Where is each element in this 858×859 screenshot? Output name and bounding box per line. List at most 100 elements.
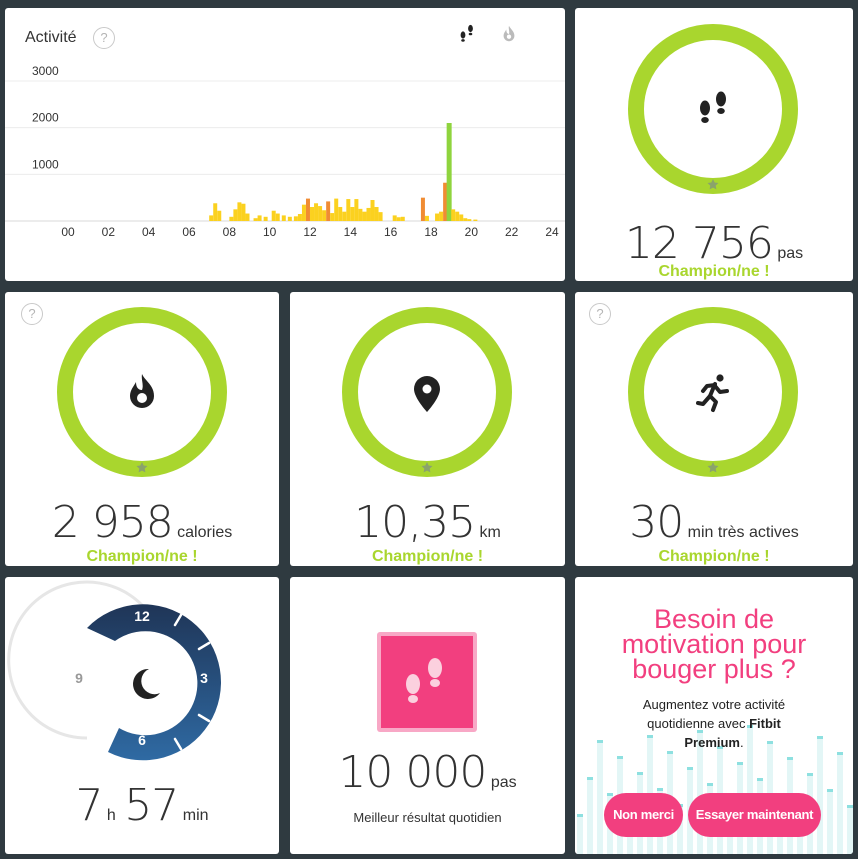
promo-bg-bar-cap bbox=[637, 772, 643, 775]
sleep-minutes-unit: min bbox=[182, 807, 209, 824]
calories-toggle-icon[interactable] bbox=[500, 24, 518, 44]
x-tick-label: 14 bbox=[344, 225, 358, 239]
promo-bg-bar-cap bbox=[597, 740, 603, 743]
activity-bar bbox=[253, 218, 258, 221]
activity-bar bbox=[459, 214, 464, 221]
promo-bg-bar-cap bbox=[657, 788, 663, 791]
sleep-clock: 12 3 6 9 bbox=[7, 580, 222, 761]
promo-bg-bar bbox=[577, 814, 583, 854]
x-tick-label: 00 bbox=[61, 225, 75, 239]
clock-label-3: 3 bbox=[200, 670, 208, 686]
promo-body: Augmentez votre activité quotidienne ave… bbox=[575, 695, 853, 752]
activity-bar bbox=[330, 213, 335, 221]
promo-bg-bar-cap bbox=[577, 814, 583, 817]
promo-bg-bar-cap bbox=[647, 735, 653, 738]
activity-bar bbox=[374, 207, 379, 221]
promo-bg-bar bbox=[817, 736, 823, 854]
steps-toggle-icon[interactable] bbox=[457, 23, 477, 43]
promo-bg-bar-cap bbox=[667, 751, 673, 754]
distance-tile[interactable]: 10,35 km Champion/ne ! bbox=[290, 292, 565, 566]
best-result-tile[interactable]: 10 000 pas Meilleur résultat quotidien bbox=[290, 577, 565, 854]
flame-icon bbox=[130, 374, 154, 408]
activity-bar bbox=[257, 215, 262, 221]
footsteps-icon bbox=[406, 658, 442, 703]
activity-bar bbox=[392, 215, 397, 221]
active-help-icon[interactable]: ? bbox=[589, 303, 611, 325]
promo-bg-bar-cap bbox=[827, 789, 833, 792]
clock-label-6: 6 bbox=[138, 732, 146, 748]
activity-bar bbox=[424, 215, 429, 221]
activity-bar bbox=[366, 207, 371, 221]
distance-goal-ring bbox=[342, 307, 512, 477]
activity-bar bbox=[271, 210, 276, 221]
x-tick-label: 12 bbox=[303, 225, 317, 239]
activity-bar bbox=[301, 204, 306, 221]
activity-bar bbox=[237, 202, 242, 221]
active-unit: min très actives bbox=[687, 524, 799, 541]
promo-bg-bar bbox=[597, 740, 603, 854]
best-unit: pas bbox=[490, 774, 517, 791]
activity-bar bbox=[326, 201, 331, 221]
activity-bar bbox=[400, 216, 405, 221]
premium-promo-tile: Besoin de motivation pour bouger plus ? … bbox=[575, 577, 853, 854]
activity-bar bbox=[467, 219, 472, 221]
promo-bg-bar-cap bbox=[607, 793, 613, 796]
promo-headline-line2: motivation pour bbox=[621, 629, 807, 659]
x-tick-label: 04 bbox=[142, 225, 156, 239]
promo-bg-bar bbox=[677, 804, 683, 854]
activity-bar bbox=[297, 214, 302, 221]
promo-bg-bar-cap bbox=[587, 777, 593, 780]
calories-help-icon[interactable]: ? bbox=[21, 303, 43, 325]
x-tick-label: 16 bbox=[384, 225, 398, 239]
promo-bg-bar bbox=[587, 777, 593, 854]
promo-bg-bar-cap bbox=[737, 762, 743, 765]
promo-bg-bar bbox=[747, 725, 753, 854]
goal-star-icon bbox=[136, 462, 148, 473]
activity-help-icon[interactable]: ? bbox=[93, 27, 115, 49]
calories-status: Champion/ne ! bbox=[86, 548, 198, 565]
promo-bg-bar-cap bbox=[767, 741, 773, 744]
activity-bar bbox=[263, 216, 268, 221]
activity-bar bbox=[455, 211, 460, 221]
steps-goal-ring bbox=[628, 24, 798, 194]
x-tick-label: 20 bbox=[465, 225, 479, 239]
activity-bar bbox=[318, 206, 323, 221]
activity-bar bbox=[209, 215, 214, 221]
goal-star-icon bbox=[421, 462, 433, 473]
activity-title: Activité bbox=[25, 29, 77, 46]
sleep-minutes: 57 bbox=[124, 780, 179, 831]
activity-tile: Activité ? 3000 2000 1000 00 02 04 06 08 10 12 14 1… bbox=[5, 8, 565, 281]
try-now-button[interactable]: Essayer maintenant bbox=[688, 793, 821, 837]
promo-bg-bar-cap bbox=[847, 805, 853, 808]
sleep-tile[interactable]: 12 3 6 9 7 h 57 min bbox=[5, 577, 279, 854]
activity-bar bbox=[322, 210, 327, 221]
footsteps-icon bbox=[700, 91, 726, 123]
activity-bar bbox=[473, 219, 478, 221]
x-tick-label: 08 bbox=[223, 225, 237, 239]
activity-bar bbox=[443, 182, 448, 221]
no-thanks-button[interactable]: Non merci bbox=[604, 793, 683, 837]
best-badge bbox=[377, 632, 477, 732]
active-minutes-tile[interactable]: ? 30 min très actives Champion/ne ! bbox=[575, 292, 853, 566]
steps-tile[interactable]: 12 756 pas Champion/ne ! bbox=[575, 8, 853, 281]
sleep-hours: 7 bbox=[75, 780, 103, 831]
activity-bar bbox=[354, 199, 359, 221]
map-pin-icon bbox=[414, 376, 440, 412]
promo-body-end: . bbox=[740, 735, 744, 750]
activity-bar bbox=[370, 200, 375, 221]
promo-bg-bar-cap bbox=[617, 756, 623, 759]
steps-value: 12 756 bbox=[624, 218, 774, 269]
promo-bg-bar-cap bbox=[787, 757, 793, 760]
activity-bar bbox=[217, 210, 222, 221]
activity-bar bbox=[439, 211, 444, 221]
activity-bar bbox=[310, 207, 315, 221]
activity-bar bbox=[346, 199, 351, 221]
activity-bar bbox=[245, 213, 250, 221]
activity-bar bbox=[281, 215, 286, 221]
runner-icon bbox=[696, 374, 729, 412]
calories-tile[interactable]: ? 2 958 calories Champion/ne ! bbox=[5, 292, 279, 566]
activity-bar bbox=[275, 213, 280, 221]
activity-bar bbox=[451, 209, 456, 221]
activity-bar bbox=[350, 207, 355, 221]
activity-bar bbox=[314, 203, 319, 221]
